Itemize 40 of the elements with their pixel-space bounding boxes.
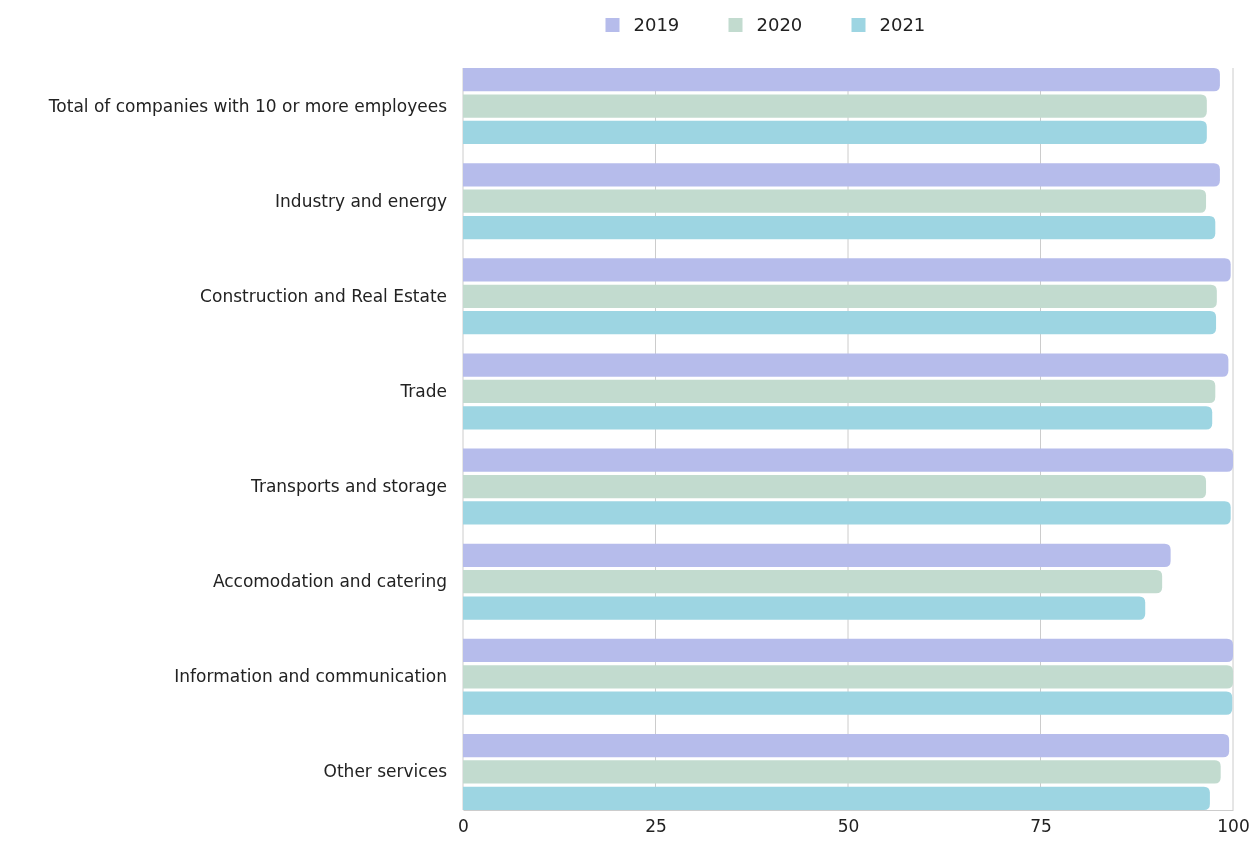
bar [463, 120, 1207, 145]
y-tick-label: Total of companies with 10 or more employees [47, 95, 448, 116]
bar [463, 786, 1210, 810]
bar [463, 94, 1207, 118]
y-tick-label: Construction and Real Estate [200, 285, 447, 306]
x-tick-label: 25 [645, 816, 667, 837]
bar [463, 596, 1146, 620]
x-tick-label: 0 [458, 816, 469, 837]
bar [463, 284, 1217, 308]
bar [463, 353, 1229, 377]
bar [463, 448, 1233, 472]
legend-label: 2020 [756, 14, 803, 35]
bar [463, 543, 1171, 567]
bar [463, 379, 1216, 404]
bar [463, 691, 1233, 715]
legend-label: 2019 [633, 14, 680, 35]
y-tick-label: Trade [399, 380, 447, 401]
bar [463, 311, 1217, 335]
bar [463, 638, 1233, 663]
x-tick-label: 75 [1030, 816, 1052, 837]
bar [463, 501, 1231, 525]
y-tick-label: Industry and energy [275, 190, 447, 211]
bar [463, 760, 1221, 784]
y-tick-label: Information and communication [174, 666, 447, 687]
x-tick-label: 100 [1217, 816, 1250, 837]
x-tick-label: 50 [837, 816, 860, 837]
y-tick-label: Accomodation and catering [212, 571, 447, 592]
bar [463, 163, 1220, 187]
bar [463, 406, 1213, 430]
y-tick-label: Transports and storage [250, 476, 447, 496]
bar [463, 665, 1233, 689]
bar [463, 733, 1230, 758]
legend-label: 2021 [879, 14, 926, 35]
bar [463, 215, 1216, 240]
y-tick-label: Other services [323, 761, 448, 782]
bar [463, 68, 1220, 92]
bar [463, 570, 1163, 594]
bar [463, 189, 1207, 213]
bar [463, 474, 1207, 499]
bar [463, 258, 1231, 282]
